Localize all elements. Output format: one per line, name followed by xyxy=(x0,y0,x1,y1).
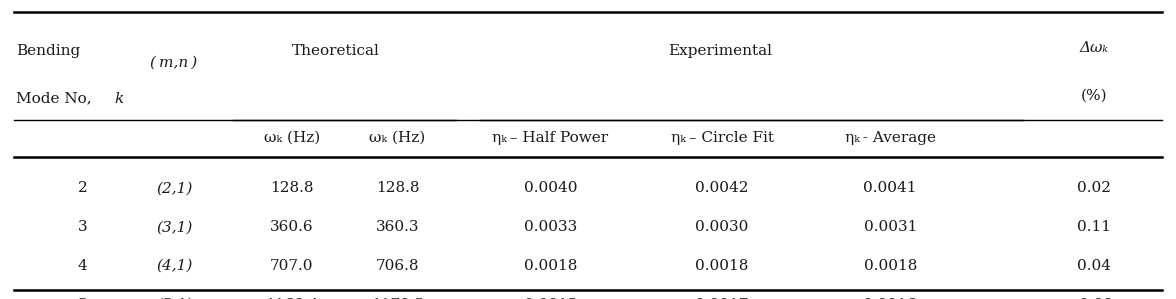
Text: 0.0018: 0.0018 xyxy=(523,259,577,273)
Text: 0.0042: 0.0042 xyxy=(695,181,749,195)
Text: ( m,n ): ( m,n ) xyxy=(151,56,198,70)
Text: 1169.4: 1169.4 xyxy=(265,298,319,299)
Text: 0.02: 0.02 xyxy=(1077,181,1110,195)
Text: 0.04: 0.04 xyxy=(1077,259,1110,273)
Text: 0.0033: 0.0033 xyxy=(523,220,577,234)
Text: Experimental: Experimental xyxy=(668,44,773,58)
Text: 0.0018: 0.0018 xyxy=(695,259,749,273)
Text: k: k xyxy=(114,92,123,106)
Text: Bending: Bending xyxy=(16,44,81,58)
Text: 0.11: 0.11 xyxy=(1077,220,1110,234)
Text: 0.0017: 0.0017 xyxy=(695,298,749,299)
Text: 128.8: 128.8 xyxy=(270,181,313,195)
Text: 0.0018: 0.0018 xyxy=(863,259,917,273)
Text: ωₖ (Hz): ωₖ (Hz) xyxy=(263,131,320,145)
Text: -0.09: -0.09 xyxy=(1074,298,1114,299)
Text: 128.8: 128.8 xyxy=(376,181,419,195)
Text: 0.0030: 0.0030 xyxy=(695,220,749,234)
Text: (5,1): (5,1) xyxy=(156,298,192,299)
Text: (%): (%) xyxy=(1081,89,1107,103)
Text: 2: 2 xyxy=(78,181,87,195)
Text: 3: 3 xyxy=(78,220,87,234)
Text: Mode No,: Mode No, xyxy=(16,92,95,106)
Text: ηₖ – Circle Fit: ηₖ – Circle Fit xyxy=(670,131,774,145)
Text: (2,1): (2,1) xyxy=(156,181,192,195)
Text: 5: 5 xyxy=(78,298,87,299)
Text: 4: 4 xyxy=(78,259,87,273)
Text: ηₖ – Half Power: ηₖ – Half Power xyxy=(493,131,608,145)
Text: 0.0040: 0.0040 xyxy=(523,181,577,195)
Text: (3,1): (3,1) xyxy=(156,220,192,234)
Text: 707.0: 707.0 xyxy=(270,259,313,273)
Text: 1170.5: 1170.5 xyxy=(370,298,425,299)
Text: Δωₖ: Δωₖ xyxy=(1080,41,1108,55)
Text: ηₖ - Average: ηₖ - Average xyxy=(844,131,936,145)
Text: Theoretical: Theoretical xyxy=(292,44,380,58)
Text: (4,1): (4,1) xyxy=(156,259,192,273)
Text: 0.0016: 0.0016 xyxy=(863,298,917,299)
Text: ωₖ (Hz): ωₖ (Hz) xyxy=(369,131,426,145)
Text: 0.0031: 0.0031 xyxy=(863,220,917,234)
Text: 706.8: 706.8 xyxy=(376,259,419,273)
Text: 360.3: 360.3 xyxy=(376,220,419,234)
Text: 0.0015: 0.0015 xyxy=(523,298,577,299)
Text: 360.6: 360.6 xyxy=(269,220,314,234)
Text: 0.0041: 0.0041 xyxy=(863,181,917,195)
